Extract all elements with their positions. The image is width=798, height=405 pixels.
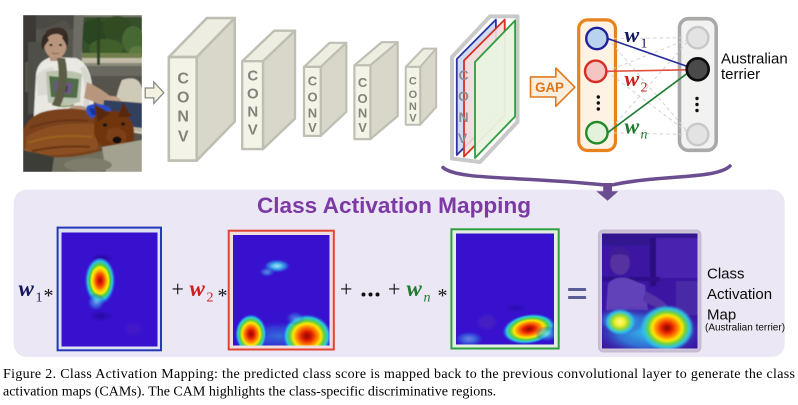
svg-text:1: 1 [641,37,648,52]
svg-text:w: w [190,276,206,301]
svg-text:Class Activation Mapping: Class Activation Mapping [257,193,531,218]
svg-text:V: V [458,130,468,146]
svg-text:N: N [358,106,367,121]
svg-text:w: w [625,66,640,91]
svg-text:V: V [308,120,317,135]
svg-text:2: 2 [207,291,214,306]
svg-text:*: * [44,285,54,307]
svg-text:w: w [625,22,640,47]
svg-text:Activation: Activation [707,286,772,303]
svg-text:(Australian terrier): (Australian terrier) [705,323,785,334]
svg-text:terrier: terrier [721,66,760,83]
svg-text:GAP: GAP [535,80,564,95]
svg-text:C: C [409,76,417,88]
svg-text:w: w [407,276,423,301]
svg-text:O: O [458,88,469,104]
svg-text:V: V [358,120,367,135]
svg-text:V: V [248,122,258,139]
svg-text:O: O [307,90,317,105]
svg-text:w: w [625,114,640,139]
svg-text:C: C [358,75,368,90]
svg-text:N: N [308,106,317,121]
svg-text:N: N [177,109,189,126]
svg-text:*: * [218,285,228,307]
svg-text:+: + [388,277,400,302]
svg-text:Map: Map [707,307,736,324]
svg-text:+: + [172,277,184,302]
svg-text:O: O [409,89,418,101]
svg-text:C: C [458,67,468,83]
svg-text:n: n [424,291,431,306]
svg-text:w: w [19,276,35,301]
svg-text:Figure 2. Class Activation Map: Figure 2. Class Activation Mapping: the … [3,367,795,382]
svg-text:1: 1 [36,291,43,306]
svg-text:C: C [308,74,318,89]
svg-text:O: O [358,91,368,106]
svg-text:V: V [409,113,417,125]
svg-text:C: C [177,71,189,88]
svg-text:O: O [247,86,259,103]
svg-text:N: N [458,109,468,125]
svg-text:n: n [641,128,648,143]
svg-text:2: 2 [641,81,648,96]
svg-text:N: N [247,104,258,121]
svg-text:*: * [438,285,448,307]
svg-text:+: + [340,277,352,302]
svg-text:C: C [247,68,258,85]
svg-text:Class: Class [707,266,745,283]
svg-text:V: V [178,129,189,146]
svg-text:O: O [177,90,189,107]
svg-text:Australian: Australian [721,50,788,67]
svg-text:activation maps (CAMs). The CA: activation maps (CAMs). The CAM highligh… [3,384,496,399]
svg-text:N: N [409,101,417,113]
